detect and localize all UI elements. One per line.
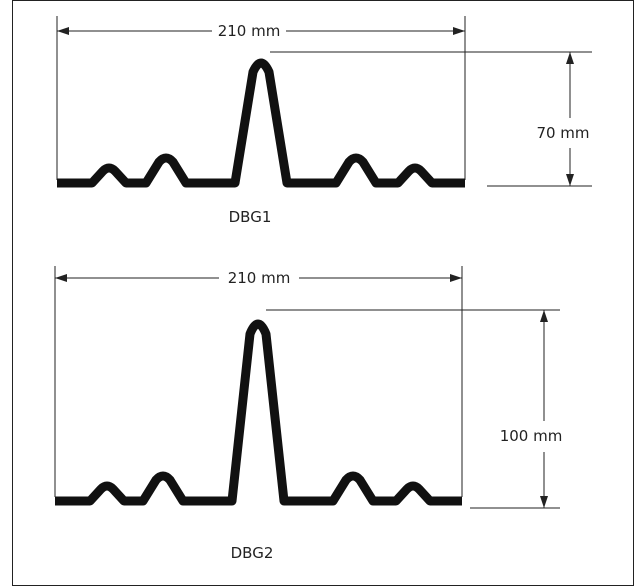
dbg1-height-label: 70 mm [536,124,589,142]
dbg2-height-arrow-top [540,310,548,322]
dbg1-sheet-profile [57,58,465,188]
dbg2-width-label: 210 mm [228,269,291,287]
figure-dbg2: 210 mm 100 mm DBG2 [54,266,563,562]
dbg1-height-arrow-top [566,52,574,64]
dbg1-width-arrow-right [453,27,465,35]
dbg2-height-arrow-bottom [540,496,548,508]
dbg2-width-arrow-left [55,274,67,282]
dbg2-name-label: DBG2 [231,544,274,562]
dbg1-height-arrow-bottom [566,174,574,186]
dbg1-name-label: DBG1 [229,208,272,226]
figure-dbg1: 210 mm 70 mm DBG1 [56,16,592,226]
dbg1-width-arrow-left [57,27,69,35]
dbg1-width-label: 210 mm [218,22,281,40]
dbg2-sheet-profile [55,319,462,506]
dbg2-width-arrow-right [450,274,462,282]
diagram-frame [12,0,634,586]
dbg2-height-label: 100 mm [500,427,563,445]
